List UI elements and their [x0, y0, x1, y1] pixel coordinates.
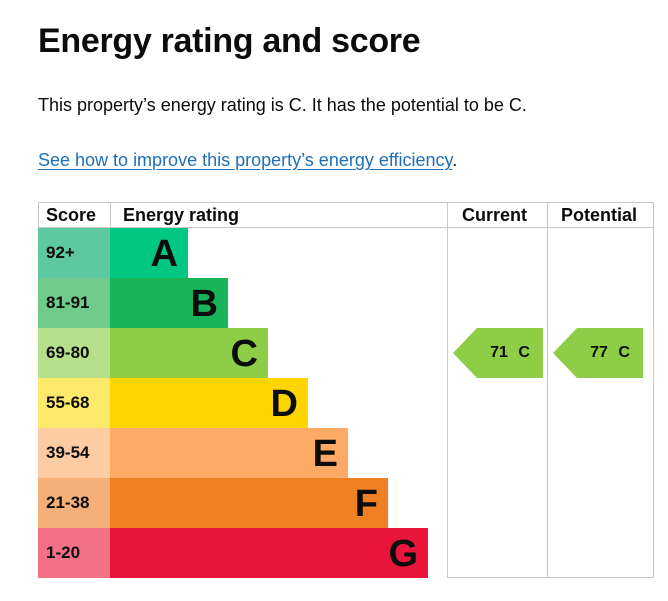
- band-row-b: 81-91 B: [38, 278, 448, 328]
- band-bar-d: D: [110, 378, 308, 428]
- band-row-e: 39-54 E: [38, 428, 448, 478]
- band-letter: C: [230, 333, 258, 375]
- band-row-g: 1-20 G: [38, 528, 448, 578]
- band-bar-e: E: [110, 428, 348, 478]
- rating-summary: This property’s energy rating is C. It h…: [38, 95, 527, 115]
- band-score-range: 81-91: [38, 278, 110, 328]
- band-letter: A: [150, 233, 178, 275]
- current-rating-label: 71 C: [490, 344, 530, 361]
- current-arrow-shape: [453, 328, 543, 378]
- band-letter: F: [354, 483, 378, 525]
- header-bottom-border: [38, 227, 654, 228]
- header-score: Score: [46, 205, 97, 225]
- potential-rating-arrow: 77 C: [553, 328, 643, 378]
- band-bar-a: A: [110, 228, 188, 278]
- band-score-range: 39-54: [38, 428, 110, 478]
- current-bottom-border: [447, 577, 654, 578]
- band-score-range: 69-80: [38, 328, 110, 378]
- current-rating-arrow: 71 C: [453, 328, 543, 378]
- band-bar-b: B: [110, 278, 228, 328]
- band-score-range: 55-68: [38, 378, 110, 428]
- band-letter: G: [388, 533, 418, 575]
- band-row-d: 55-68 D: [38, 378, 448, 428]
- band-bar-c: C: [110, 328, 268, 378]
- band-row-f: 21-38 F: [38, 478, 448, 528]
- band-score-range: 1-20: [38, 528, 110, 578]
- page-title: Energy rating and score: [38, 22, 421, 60]
- potential-arrow-shape: [553, 328, 643, 378]
- band-letter: B: [190, 283, 218, 325]
- band-letter: E: [312, 433, 338, 475]
- current-column-left-border: [447, 202, 448, 578]
- band-bar-f: F: [110, 478, 388, 528]
- header-energy-rating: Energy rating: [123, 205, 240, 225]
- improve-paragraph: See how to improve this property’s energ…: [38, 150, 457, 171]
- band-letter: D: [270, 383, 298, 425]
- band-row-a: 92+ A: [38, 228, 448, 278]
- potential-rating-label: 77 C: [590, 344, 630, 361]
- improve-efficiency-link[interactable]: See how to improve this property’s energ…: [38, 150, 453, 170]
- band-score-range: 21-38: [38, 478, 110, 528]
- table-top-border: [38, 202, 654, 203]
- header-current: Current: [462, 205, 528, 225]
- score-column-border: [110, 202, 111, 227]
- band-row-c: 69-80 C: [38, 328, 448, 378]
- potential-column-left-border: [547, 202, 548, 578]
- header-potential: Potential: [561, 205, 638, 225]
- band-bar-g: G: [110, 528, 428, 578]
- band-score-range: 92+: [38, 228, 110, 278]
- table-right-border: [653, 202, 654, 578]
- improve-suffix: .: [452, 150, 458, 170]
